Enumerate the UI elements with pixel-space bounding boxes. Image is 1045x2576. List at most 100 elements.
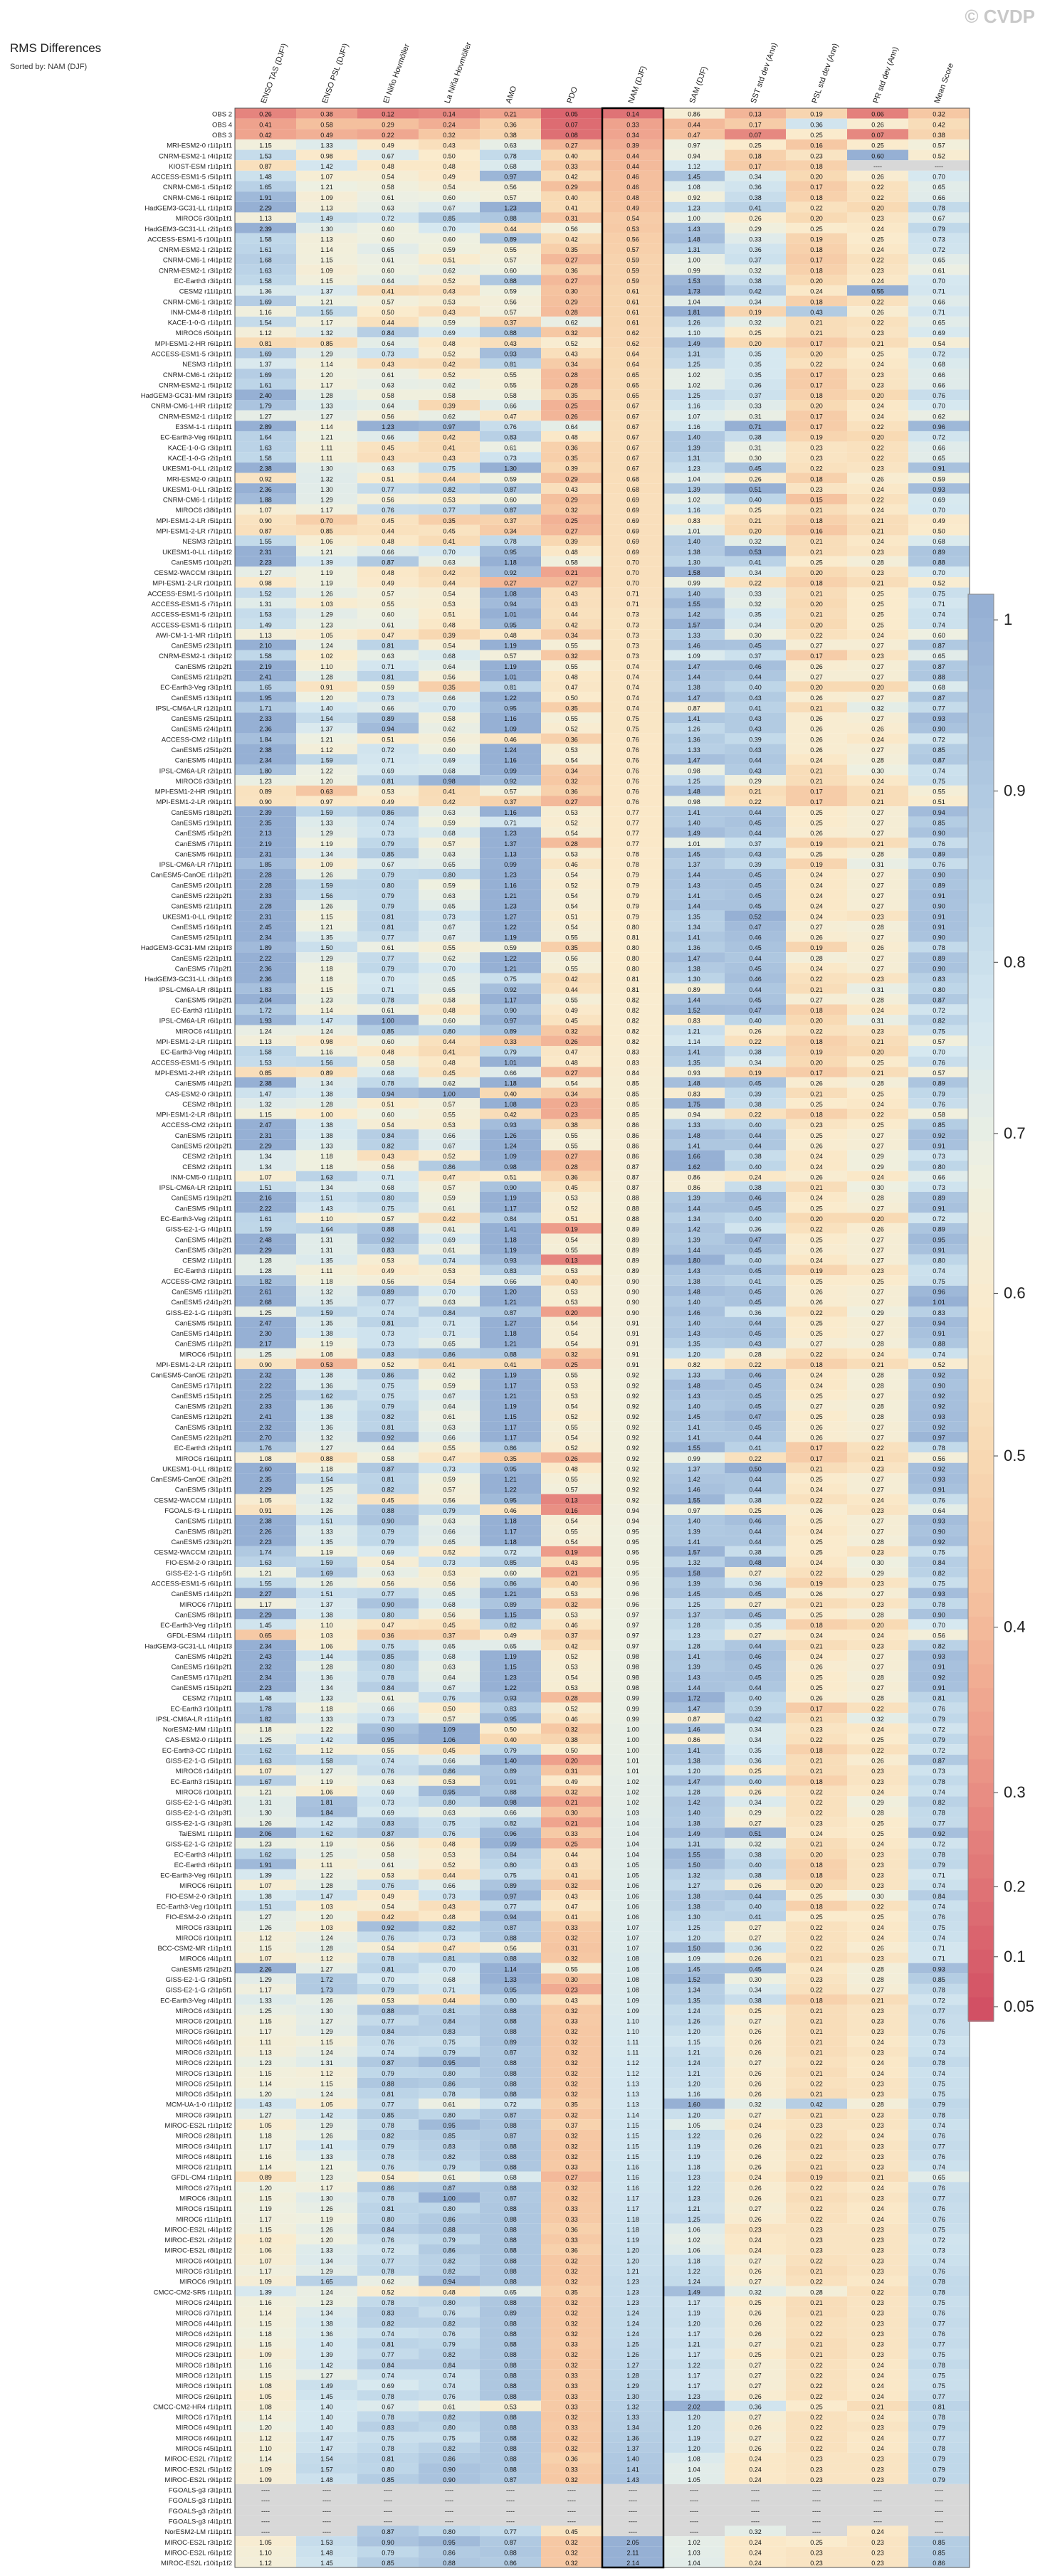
heatmap-cell bbox=[602, 514, 663, 525]
cell-value: 0.13 bbox=[749, 111, 762, 118]
cell-value: 0.24 bbox=[810, 1195, 823, 1202]
cell-value: 0.30 bbox=[565, 1976, 578, 1983]
heatmap-cell bbox=[786, 848, 847, 859]
cell-value: 0.70 bbox=[933, 507, 945, 514]
cell-value: 1.21 bbox=[688, 1028, 700, 1035]
cell-value: 1.16 bbox=[626, 2174, 639, 2181]
heatmap-cell bbox=[541, 139, 602, 150]
cell-value: 0.54 bbox=[626, 215, 639, 222]
cell-value: 0.53 bbox=[565, 1664, 578, 1671]
cell-value: 0.21 bbox=[810, 507, 823, 514]
cell-value: 0.71 bbox=[749, 423, 762, 431]
cell-value: 0.58 bbox=[382, 1059, 394, 1066]
heatmap-cell bbox=[419, 389, 480, 401]
cell-value: 0.76 bbox=[933, 1705, 945, 1712]
cell-value: 0.27 bbox=[871, 1236, 884, 1243]
cell-value: 0.68 bbox=[443, 1976, 456, 1983]
cell-value: 0.78 bbox=[933, 944, 945, 951]
heatmap-cell bbox=[541, 462, 602, 473]
heatmap-cell bbox=[296, 421, 357, 431]
cell-value: 0.32 bbox=[565, 1934, 578, 1941]
cell-value: 0.21 bbox=[871, 1361, 884, 1368]
heatmap-cell bbox=[357, 899, 419, 911]
cell-value: 0.42 bbox=[749, 288, 762, 295]
cell-value: 0.26 bbox=[749, 2070, 762, 2077]
heatmap-cell bbox=[725, 223, 786, 233]
heatmap-cell bbox=[357, 524, 419, 536]
row-label: CanESM5 r2i1p2f1 bbox=[175, 1403, 232, 1411]
cell-value: 0.63 bbox=[443, 1664, 456, 1671]
heatmap-cell bbox=[786, 139, 847, 150]
heatmap-cell bbox=[541, 129, 602, 139]
row-label: MIROC6 r36i1p1f1 bbox=[176, 2028, 232, 2036]
cell-value: 0.59 bbox=[504, 944, 517, 951]
cell-value: 0.85 bbox=[933, 746, 945, 754]
cell-value: 0.61 bbox=[382, 257, 394, 264]
cell-value: 0.87 bbox=[933, 996, 945, 1003]
cell-value: 0.88 bbox=[504, 2153, 517, 2160]
cell-value: 2.31 bbox=[259, 850, 272, 857]
heatmap-cell bbox=[357, 754, 419, 765]
heatmap-cell bbox=[602, 285, 663, 296]
row-label: UKESM1-0-LL r1i1p1f2 bbox=[162, 549, 232, 556]
cell-value: 0.27 bbox=[871, 934, 884, 941]
cell-value: 0.70 bbox=[933, 278, 945, 285]
cell-value: 0.92 bbox=[626, 1455, 639, 1462]
cell-value: 0.79 bbox=[443, 2049, 456, 2057]
heatmap-cell bbox=[847, 983, 908, 994]
cell-value: 1.03 bbox=[320, 601, 333, 608]
heatmap-cell bbox=[357, 129, 419, 139]
cell-value: 0.88 bbox=[504, 1351, 517, 1358]
cell-value: 1.62 bbox=[259, 1747, 272, 1754]
cell-value: 0.92 bbox=[382, 1924, 394, 1931]
cell-value: 0.24 bbox=[871, 361, 884, 368]
heatmap-cell bbox=[541, 702, 602, 713]
heatmap-cell bbox=[847, 618, 908, 630]
cell-value: 0.45 bbox=[749, 872, 762, 879]
heatmap-cell bbox=[786, 650, 847, 661]
cell-value: 0.46 bbox=[504, 1507, 517, 1514]
cell-value: 2.23 bbox=[259, 559, 272, 566]
heatmap-cell bbox=[541, 848, 602, 859]
cell-value: 0.47 bbox=[565, 1049, 578, 1056]
heatmap-cell bbox=[786, 660, 847, 671]
cell-value: 0.17 bbox=[749, 121, 762, 128]
cell-value: 1.09 bbox=[504, 1153, 517, 1160]
cell-value: 0.20 bbox=[871, 684, 884, 691]
heatmap-cell bbox=[541, 285, 602, 296]
cell-value: 0.69 bbox=[443, 1236, 456, 1243]
cell-value: 0.22 bbox=[810, 465, 823, 473]
heatmap-cell bbox=[296, 587, 357, 598]
cell-value: 0.71 bbox=[933, 309, 945, 316]
cell-value: 1.40 bbox=[320, 704, 333, 712]
heatmap-cell bbox=[602, 816, 663, 828]
cell-value: 0.18 bbox=[810, 475, 823, 482]
row-label: MIROC6 r28i1p1f1 bbox=[176, 2133, 232, 2140]
heatmap-cell bbox=[296, 243, 357, 255]
heatmap-cell bbox=[908, 869, 970, 880]
cell-value: 0.87 bbox=[504, 1924, 517, 1931]
cell-value: 0.75 bbox=[933, 1580, 945, 1588]
cell-value: 0.22 bbox=[810, 632, 823, 639]
row-label: CanESM5 r8i1p2f1 bbox=[175, 1528, 232, 1536]
cell-value: 1.15 bbox=[320, 2039, 333, 2046]
heatmap-cell bbox=[786, 556, 847, 567]
heatmap-cell bbox=[235, 1004, 296, 1015]
cell-value: 0.54 bbox=[382, 1121, 394, 1129]
heatmap-cell bbox=[725, 650, 786, 661]
heatmap-cell bbox=[725, 546, 786, 556]
cell-value: 0.21 bbox=[871, 2174, 884, 2181]
cell-value: 1.52 bbox=[688, 1976, 700, 1983]
heatmap-cell bbox=[908, 598, 970, 608]
cell-value: 0.57 bbox=[504, 788, 517, 796]
cell-value: 1.24 bbox=[688, 2059, 700, 2066]
heatmap-cell bbox=[235, 702, 296, 713]
cell-value: 1.21 bbox=[259, 1788, 272, 1795]
cell-value: 0.24 bbox=[810, 1528, 823, 1535]
cell-value: 0.73 bbox=[933, 1768, 945, 1775]
cell-value: 0.56 bbox=[504, 298, 517, 305]
cell-value: 0.86 bbox=[626, 1142, 639, 1149]
heatmap-cell bbox=[480, 681, 541, 692]
heatmap-cell bbox=[725, 993, 786, 1005]
heatmap-cell bbox=[296, 389, 357, 401]
